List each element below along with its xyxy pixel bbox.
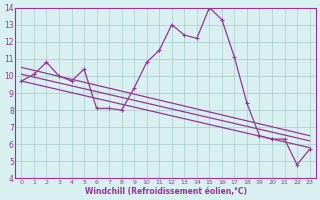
X-axis label: Windchill (Refroidissement éolien,°C): Windchill (Refroidissement éolien,°C) xyxy=(84,187,246,196)
